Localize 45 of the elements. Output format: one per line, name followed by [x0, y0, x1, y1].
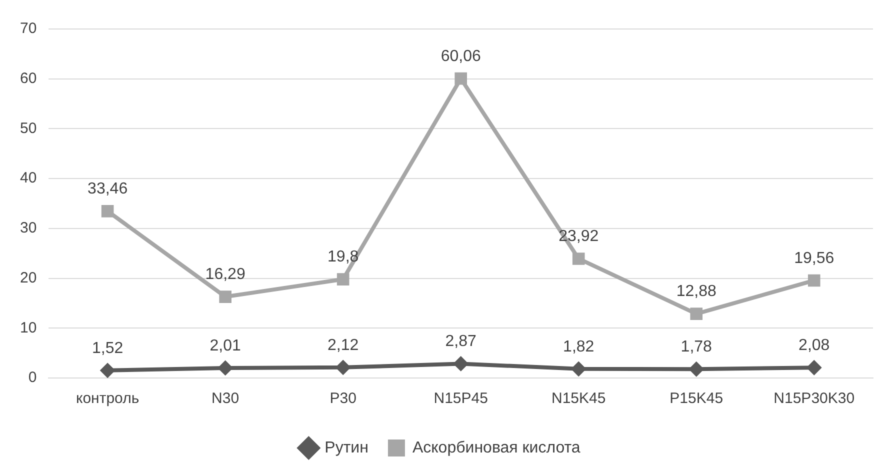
y-tick-label: 0	[28, 369, 37, 386]
x-tick-label: контроль	[76, 390, 140, 408]
data-label: 2,87	[445, 333, 477, 350]
y-tick-label: 60	[20, 70, 37, 87]
point	[453, 356, 468, 372]
y-tick-label: 30	[20, 220, 37, 237]
y-tick-label: 50	[20, 120, 37, 137]
data-label: 1,78	[680, 338, 712, 356]
y-tick-label: 40	[20, 170, 37, 187]
data-label: 1,82	[563, 338, 594, 356]
data-label: 19,56	[794, 250, 834, 267]
point	[688, 362, 704, 377]
x-tick-label: P15K45	[670, 390, 724, 408]
point	[219, 290, 232, 303]
point	[571, 361, 586, 376]
x-tick-label: P30	[330, 390, 356, 408]
point	[572, 252, 585, 265]
data-label: 16,29	[205, 266, 246, 284]
data-label: 33,46	[88, 180, 128, 198]
y-tick-label: 70	[20, 20, 37, 38]
x-tick-label: N15P45	[434, 390, 488, 408]
x-tick-label: N30	[212, 390, 240, 408]
data-label: 19,8	[328, 248, 359, 266]
data-label: 1,52	[92, 340, 124, 357]
y-tick-label: 10	[20, 319, 37, 336]
data-label: 60,06	[440, 48, 481, 65]
point	[336, 273, 350, 286]
point	[218, 360, 233, 376]
point	[808, 274, 820, 287]
data-label: 2,08	[798, 337, 830, 354]
legend-label: Рутин	[324, 439, 368, 456]
legend-label: Аскорбиновая кислота	[412, 439, 580, 456]
point	[336, 360, 351, 375]
point	[101, 205, 114, 218]
x-tick-label: N15K45	[551, 390, 606, 408]
point	[806, 360, 822, 376]
data-label: 12,88	[676, 283, 716, 300]
y-tick-label: 20	[20, 269, 37, 286]
point	[690, 308, 703, 320]
data-label: 2,01	[210, 337, 241, 354]
point	[100, 362, 116, 378]
x-tick-label: N15P30K30	[774, 390, 855, 408]
data-label: 23,92	[558, 228, 599, 246]
data-label: 2,12	[328, 336, 359, 354]
point	[454, 72, 467, 85]
